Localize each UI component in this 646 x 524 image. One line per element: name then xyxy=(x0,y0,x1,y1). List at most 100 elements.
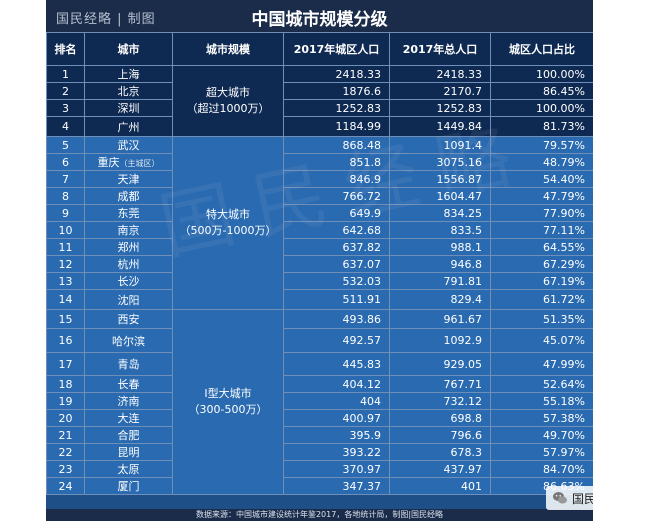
cell-urban-pop: 492.57 xyxy=(283,328,390,353)
cell-urban-pop: 511.91 xyxy=(283,289,390,310)
tier-note: （500万-1000万） xyxy=(179,224,277,237)
cell-total-pop: 1556.87 xyxy=(389,170,491,188)
city-name: 合肥 xyxy=(117,429,140,442)
cell-total-pop: 829.4 xyxy=(389,289,491,310)
tier-label: 特大城市 xyxy=(206,208,250,221)
cell-city: 济南 xyxy=(84,392,173,410)
cell-urban-pop: 370.97 xyxy=(283,460,390,478)
cell-city: 青岛 xyxy=(84,352,173,376)
city-name: 长沙 xyxy=(117,275,140,288)
city-name: 青岛 xyxy=(117,358,140,371)
tier-note: （300-500万） xyxy=(188,403,268,416)
table-row: 7 天津 846.9 1556.87 54.40% xyxy=(46,170,593,188)
city-name: 上海 xyxy=(117,68,140,81)
column-header-city: 城市 xyxy=(84,32,173,66)
cell-urban-share: 49.70% xyxy=(490,426,593,444)
cell-rank: 23 xyxy=(46,460,85,478)
cell-rank: 7 xyxy=(46,170,85,188)
cell-total-pop: 796.6 xyxy=(389,426,491,444)
cell-urban-pop: 445.83 xyxy=(283,352,390,376)
city-name: 哈尔滨 xyxy=(112,334,145,348)
cell-total-pop: 988.1 xyxy=(389,238,491,256)
cell-urban-pop: 1876.6 xyxy=(283,82,390,100)
table-row: 12 杭州 637.07 946.8 67.29% xyxy=(46,255,593,273)
table-row: 13 长沙 532.03 791.81 67.19% xyxy=(46,272,593,290)
city-name: 厦门 xyxy=(117,480,140,493)
city-name: 广州 xyxy=(117,120,140,134)
cell-rank: 1 xyxy=(46,65,85,83)
city-name: 太原 xyxy=(117,463,140,476)
table-row: 2 北京 1876.6 2170.7 86.45% xyxy=(46,82,593,100)
city-name: 天津 xyxy=(117,173,140,186)
tier-label: Ⅰ型大城市 xyxy=(204,387,252,400)
table-row: 5 武汉 特大城市 （500万-1000万） 868.48 1091.4 79.57% xyxy=(46,136,593,310)
table-row: 4 广州 1184.99 1449.84 81.73% xyxy=(46,116,593,137)
cell-urban-pop: 404.12 xyxy=(283,375,390,393)
cell-urban-share: 77.90% xyxy=(490,204,593,222)
cell-urban-share: 84.70% xyxy=(490,460,593,478)
cell-urban-share: 67.19% xyxy=(490,272,593,290)
table-row: 9 东莞 649.9 834.25 77.90% xyxy=(46,204,593,222)
tier-note: （超过1000万） xyxy=(186,102,270,115)
cell-total-pop: 946.8 xyxy=(389,255,491,273)
cell-urban-pop: 393.22 xyxy=(283,443,390,461)
cell-urban-share: 67.29% xyxy=(490,255,593,273)
city-name: 南京 xyxy=(117,224,140,237)
cell-urban-share: 86.45% xyxy=(490,82,593,100)
table-body: 1 上海 超大城市 （超过1000万） 2418.33 2418.33 100.00% 2 北京… xyxy=(46,65,593,495)
city-name: 济南 xyxy=(117,395,140,408)
cell-rank: 18 xyxy=(46,375,85,393)
table-row: 19 济南 404 732.12 55.18% xyxy=(46,392,593,410)
city-name: 长春 xyxy=(117,378,140,391)
table-row: 10 南京 642.68 833.5 77.11% xyxy=(46,221,593,239)
cell-city: 东莞 xyxy=(84,204,173,222)
cell-urban-pop: 642.68 xyxy=(283,221,390,239)
tier-label: 超大城市 xyxy=(206,86,250,99)
city-name: 武汉 xyxy=(117,139,140,152)
cell-city: 广州 xyxy=(84,116,173,137)
cell-total-pop: 833.5 xyxy=(389,221,491,239)
cell-rank: 9 xyxy=(46,204,85,222)
cell-city: 杭州 xyxy=(84,255,173,273)
cell-total-pop: 834.25 xyxy=(389,204,491,222)
cell-city: 长沙 xyxy=(84,272,173,290)
cell-rank: 16 xyxy=(46,328,85,353)
table-row: 15 西安 Ⅰ型大城市 （300-500万） 493.86 961.67 51.35% xyxy=(46,309,593,495)
table-row: 11 郑州 637.82 988.1 64.55% xyxy=(46,238,593,256)
cell-rank: 11 xyxy=(46,238,85,256)
table-row: 14 沈阳 511.91 829.4 61.72% xyxy=(46,289,593,310)
cell-urban-share: 47.79% xyxy=(490,187,593,205)
cell-city: 西安 xyxy=(84,309,173,329)
city-name: 杭州 xyxy=(117,258,140,271)
cell-city: 南京 xyxy=(84,221,173,239)
tier-cell: Ⅰ型大城市 （300-500万） xyxy=(172,309,284,495)
cell-rank: 8 xyxy=(46,187,85,205)
cell-urban-pop: 347.37 xyxy=(283,477,390,495)
cell-urban-share: 48.79% xyxy=(490,153,593,171)
cell-urban-pop: 851.8 xyxy=(283,153,390,171)
table-row: 3 深圳 1252.83 1252.83 100.00% xyxy=(46,99,593,117)
table-header-row: 排名 城市 城市规模 2017年城区人口 2017年总人口 城区人口占比 xyxy=(46,32,593,66)
table-row: 16 哈尔滨 492.57 1092.9 45.07% xyxy=(46,328,593,353)
cell-total-pop: 437.97 xyxy=(389,460,491,478)
cell-city: 郑州 xyxy=(84,238,173,256)
city-name: 西安 xyxy=(117,313,140,326)
table-row: 8 成都 766.72 1604.47 47.79% xyxy=(46,187,593,205)
wechat-badge: 国民经略 xyxy=(546,486,593,510)
cell-rank: 3 xyxy=(46,99,85,117)
cell-urban-pop: 766.72 xyxy=(283,187,390,205)
cell-urban-pop: 637.82 xyxy=(283,238,390,256)
cell-city: 大连 xyxy=(84,409,173,427)
column-header-rank: 排名 xyxy=(46,32,85,66)
table-card: 国民经略 | 制图 中国城市规模分级 排名 城市 城市规模 2017年城区人口 … xyxy=(46,0,593,521)
brand-label: 国民经略 | 制图 xyxy=(56,12,156,27)
cell-rank: 5 xyxy=(46,136,85,154)
column-header-scale: 城市规模 xyxy=(172,32,284,66)
cell-total-pop: 401 xyxy=(389,477,491,495)
wechat-icon xyxy=(553,492,567,504)
cell-rank: 22 xyxy=(46,443,85,461)
cell-urban-pop: 2418.33 xyxy=(283,65,390,83)
column-header-urban-pop: 2017年城区人口 xyxy=(283,32,390,66)
table-row: 23 太原 370.97 437.97 84.70% xyxy=(46,460,593,478)
